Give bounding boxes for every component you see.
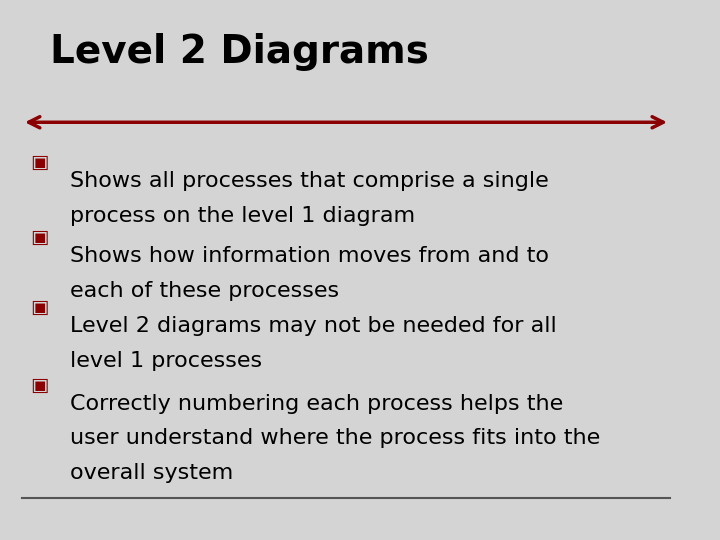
Text: ▣: ▣ xyxy=(30,153,48,172)
Text: user understand where the process fits into the: user understand where the process fits i… xyxy=(71,428,600,449)
Text: overall system: overall system xyxy=(71,463,233,483)
Text: Level 2 Diagrams: Level 2 Diagrams xyxy=(50,33,428,71)
Text: ▣: ▣ xyxy=(30,298,48,317)
Text: Correctly numbering each process helps the: Correctly numbering each process helps t… xyxy=(71,394,564,414)
Text: process on the level 1 diagram: process on the level 1 diagram xyxy=(71,206,415,226)
Text: Shows all processes that comprise a single: Shows all processes that comprise a sing… xyxy=(71,171,549,191)
Text: ▣: ▣ xyxy=(30,228,48,247)
Text: each of these processes: each of these processes xyxy=(71,281,339,301)
Text: Shows how information moves from and to: Shows how information moves from and to xyxy=(71,246,549,266)
Text: level 1 processes: level 1 processes xyxy=(71,350,262,370)
Text: Level 2 diagrams may not be needed for all: Level 2 diagrams may not be needed for a… xyxy=(71,316,557,336)
Text: ▣: ▣ xyxy=(30,376,48,395)
